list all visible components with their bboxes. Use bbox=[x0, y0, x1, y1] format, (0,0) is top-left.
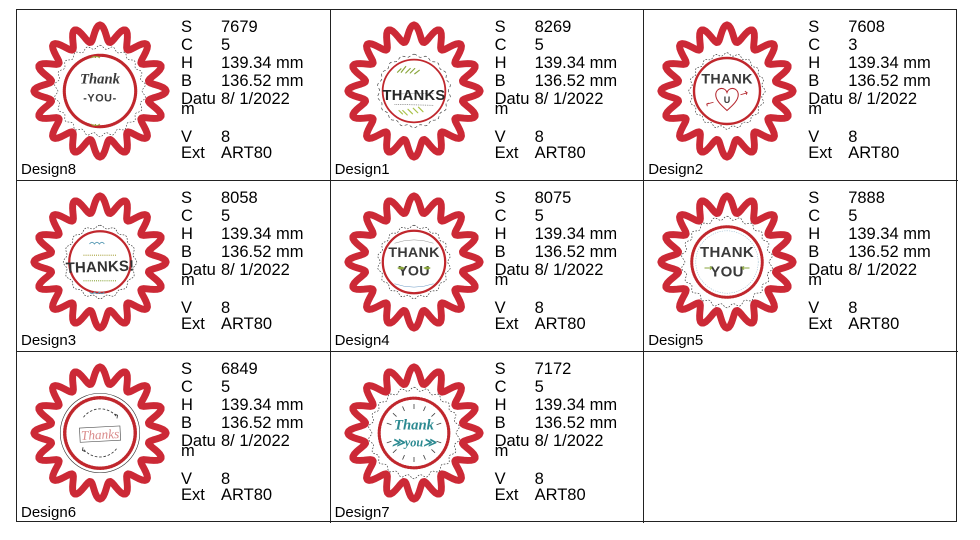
svg-text:YOU: YOU bbox=[398, 264, 430, 280]
svg-text:THANK: THANK bbox=[700, 244, 754, 261]
svg-text:U: U bbox=[724, 95, 731, 105]
svg-text:YOU: YOU bbox=[710, 263, 743, 280]
svg-text:Thank: Thank bbox=[394, 417, 435, 433]
svg-text:≫you≫: ≫you≫ bbox=[392, 436, 437, 450]
svg-text:THANK: THANK bbox=[388, 245, 440, 261]
svg-text:THANK: THANK bbox=[702, 72, 754, 88]
svg-text:THANKS!: THANKS! bbox=[65, 258, 134, 277]
svg-text:Thank: Thank bbox=[80, 72, 121, 88]
svg-text:THANKS: THANKS bbox=[382, 88, 445, 104]
svg-text:-YOU-: -YOU- bbox=[83, 93, 117, 105]
svg-text:Thanks: Thanks bbox=[81, 426, 120, 443]
